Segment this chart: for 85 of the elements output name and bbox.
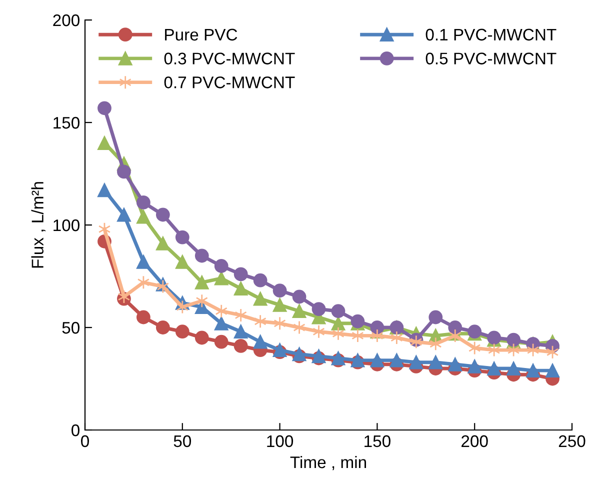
point — [506, 362, 521, 376]
point — [409, 355, 424, 370]
point — [293, 320, 306, 334]
point — [253, 273, 268, 288]
point — [292, 304, 306, 318]
point — [428, 355, 443, 370]
y-tick-label: 0 — [72, 424, 80, 436]
point — [312, 324, 325, 339]
point — [390, 330, 403, 345]
point — [272, 343, 287, 357]
y-tick-label: 50 — [62, 322, 80, 334]
point — [507, 343, 520, 357]
point — [234, 282, 248, 296]
x-tick-label: 100 — [267, 435, 294, 448]
point — [370, 320, 384, 334]
x-tick-label: 150 — [364, 435, 390, 448]
point — [253, 292, 268, 306]
point — [332, 326, 344, 341]
legend-label: 0.3 PVC-MWCNT — [164, 52, 295, 64]
point — [234, 324, 248, 339]
legend-label: 0.1 PVC-MWCNT — [426, 28, 556, 41]
point — [117, 164, 131, 179]
point — [546, 364, 560, 378]
point — [274, 316, 286, 330]
point — [98, 136, 112, 150]
point — [156, 208, 170, 222]
point — [272, 298, 287, 312]
x-axis-title: Time , min — [290, 456, 366, 470]
y-axis-title: Flux , L/m²h — [31, 182, 46, 268]
point — [234, 267, 248, 282]
point — [156, 320, 170, 334]
point — [331, 304, 346, 318]
x-tick-label: 0 — [81, 435, 89, 448]
point — [156, 236, 170, 250]
point — [194, 248, 209, 263]
point — [215, 304, 228, 318]
point — [98, 183, 112, 198]
y-tick-label: 150 — [54, 116, 80, 129]
point — [194, 275, 209, 290]
legend-label: 0.7 PVC-MWCNT — [164, 76, 295, 88]
point — [136, 254, 150, 269]
point — [448, 357, 462, 372]
point — [175, 324, 190, 339]
x-tick-label: 50 — [174, 435, 192, 448]
point — [430, 336, 442, 351]
point — [487, 362, 502, 376]
point — [175, 254, 190, 269]
point — [136, 210, 150, 224]
point — [428, 310, 443, 324]
point — [136, 196, 150, 210]
point — [214, 259, 228, 273]
point — [331, 316, 346, 330]
point — [214, 334, 228, 349]
point — [175, 230, 190, 244]
point — [234, 339, 248, 353]
point — [272, 284, 287, 298]
legend-label: 0.5 PVC-MWCNT — [426, 52, 556, 64]
point — [526, 364, 540, 378]
point — [214, 316, 228, 330]
point — [98, 101, 112, 116]
y-tick-label: 100 — [54, 219, 80, 232]
point — [468, 360, 482, 374]
point — [468, 341, 481, 355]
legend-label: Pure PVC — [165, 28, 238, 41]
point — [254, 314, 266, 328]
point — [253, 334, 268, 349]
x-tick-label: 250 — [558, 435, 586, 448]
point — [448, 320, 462, 334]
point — [214, 271, 228, 286]
point — [352, 328, 364, 343]
point — [292, 290, 306, 304]
point — [136, 310, 150, 324]
point — [488, 343, 500, 357]
point — [194, 330, 209, 345]
y-tick-label: 200 — [53, 14, 80, 26]
point — [371, 328, 384, 343]
point — [137, 275, 150, 290]
point — [196, 294, 208, 308]
point — [390, 353, 404, 368]
point — [176, 300, 189, 314]
point — [312, 302, 326, 316]
x-tick-label: 200 — [462, 435, 488, 448]
point — [234, 308, 247, 322]
point — [370, 353, 384, 368]
point — [117, 208, 131, 222]
